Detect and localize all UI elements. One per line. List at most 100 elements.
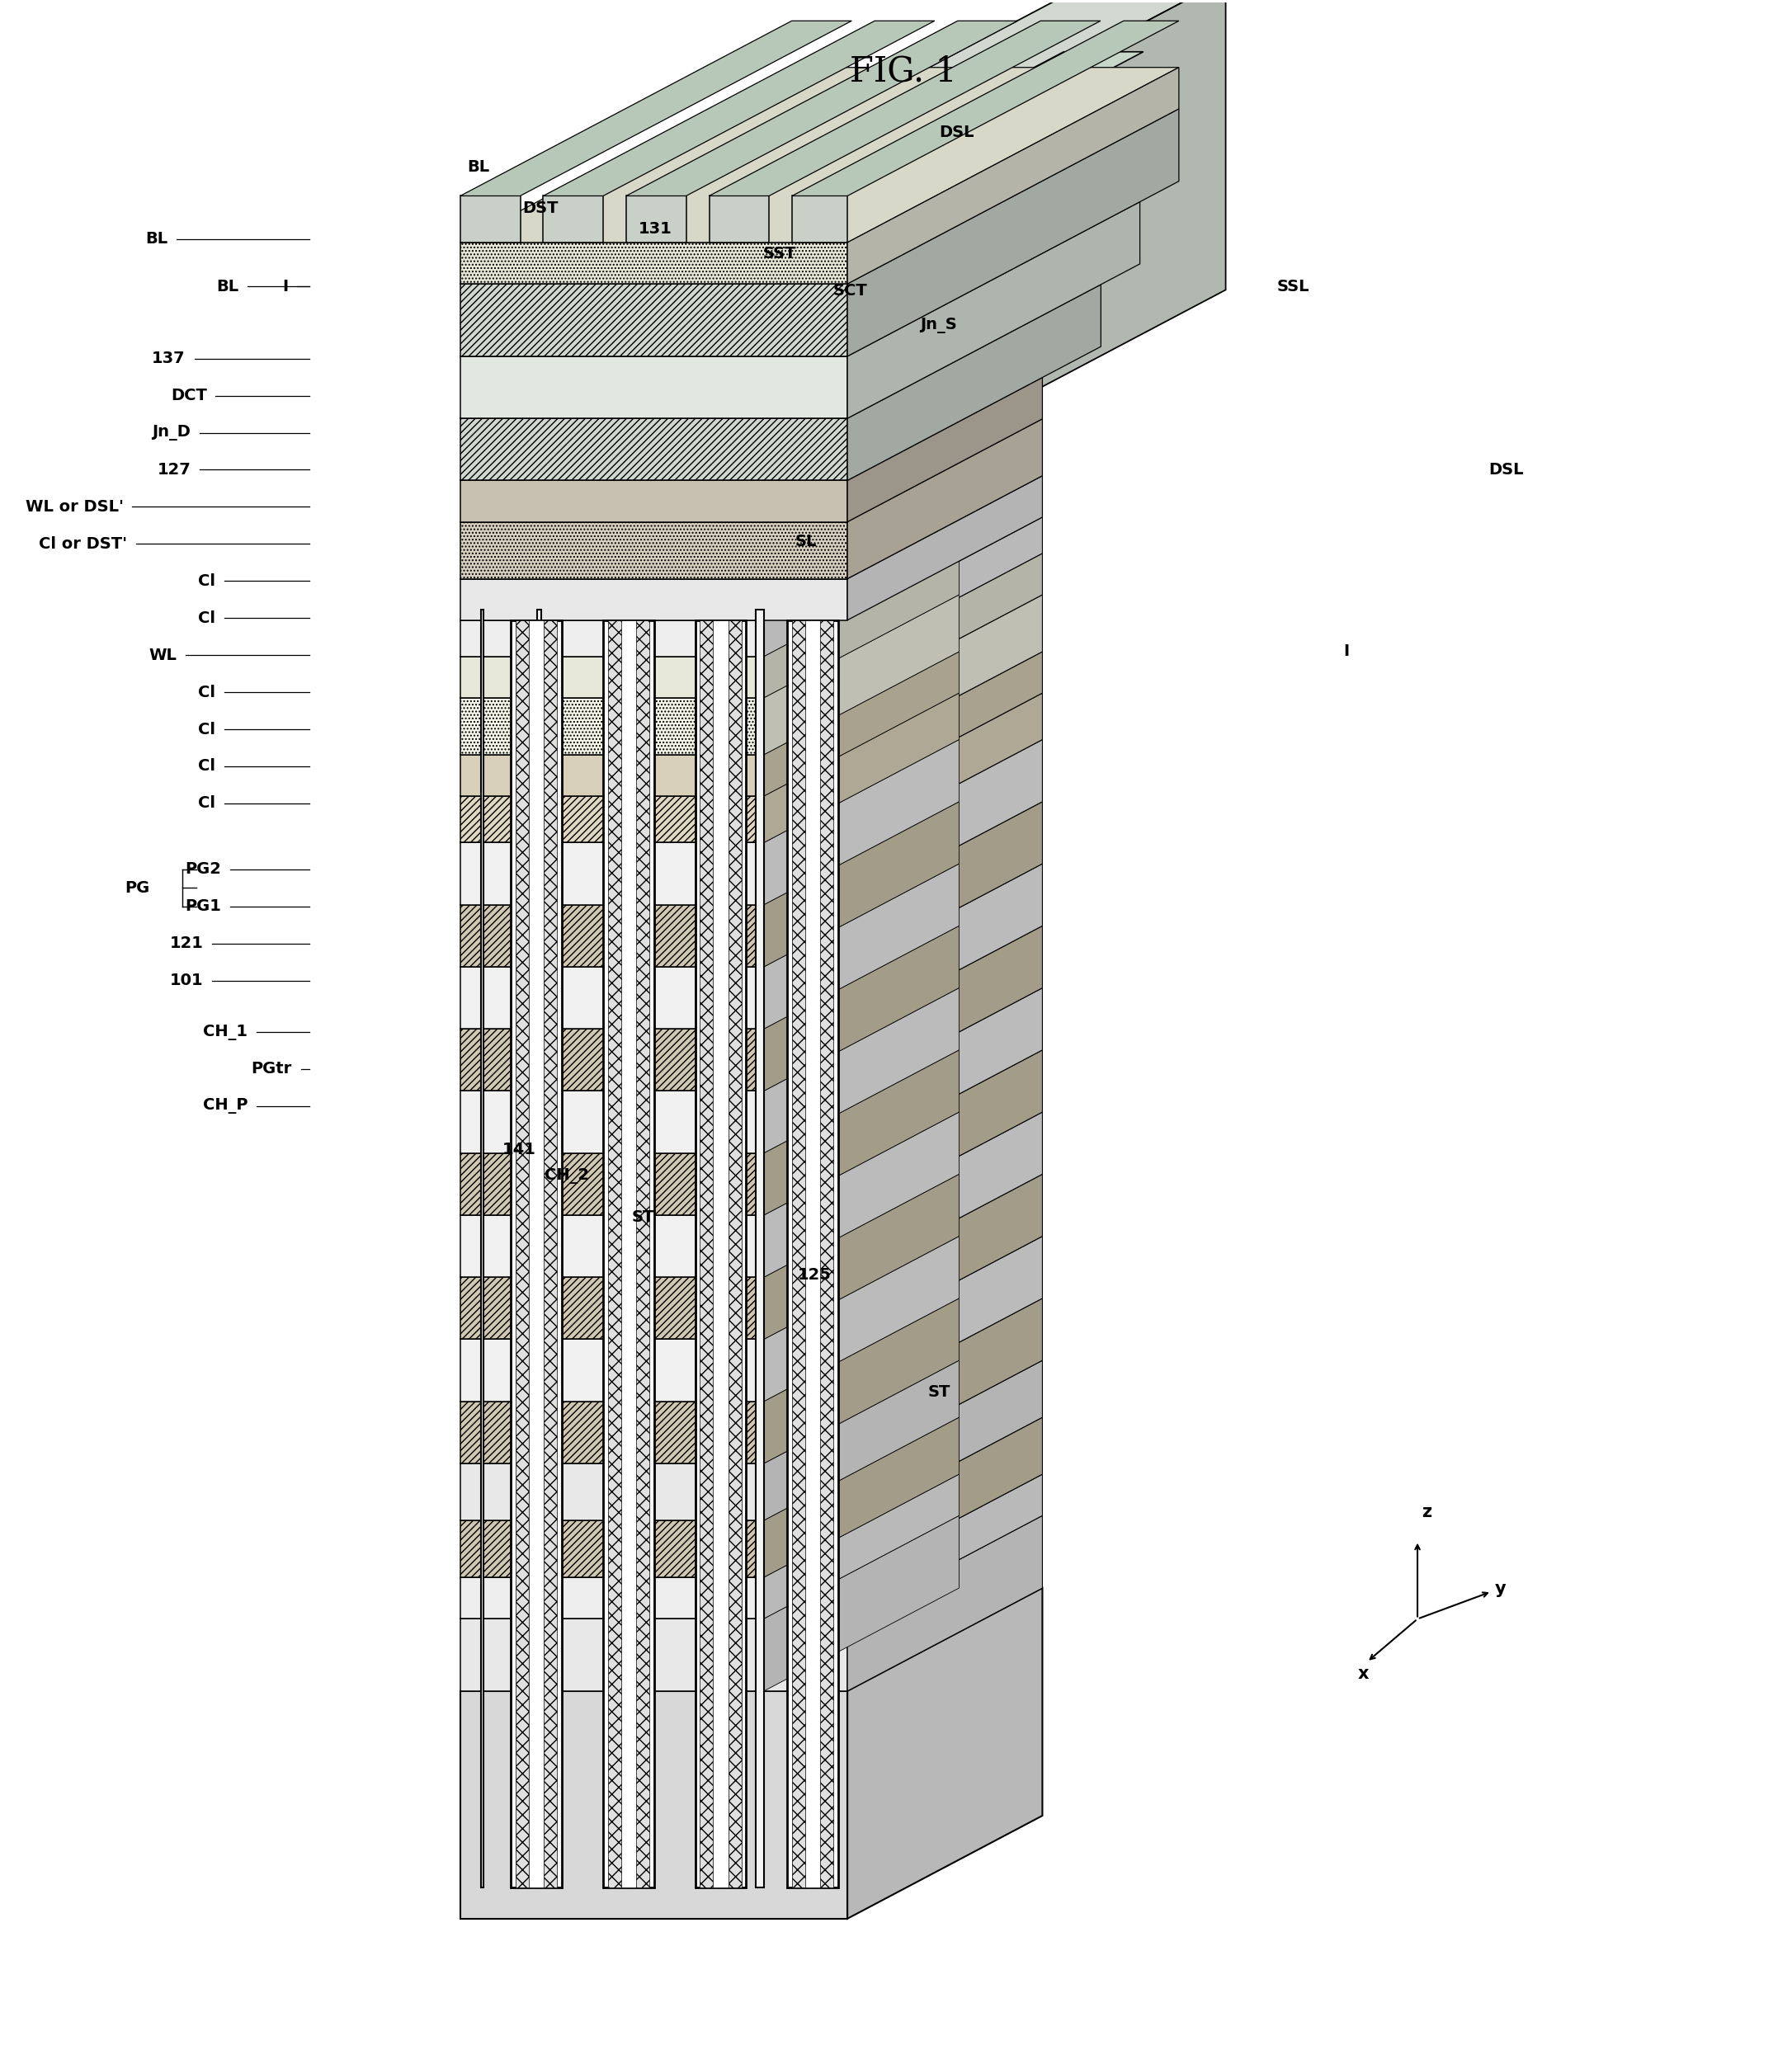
Polygon shape: [787, 619, 839, 1889]
Polygon shape: [763, 652, 959, 797]
Polygon shape: [461, 522, 848, 578]
Polygon shape: [763, 1515, 959, 1690]
Polygon shape: [461, 966, 848, 1028]
Polygon shape: [894, 0, 1226, 464]
Polygon shape: [763, 801, 959, 966]
Polygon shape: [848, 1474, 1043, 1618]
Polygon shape: [461, 1521, 848, 1577]
Text: Jn_S: Jn_S: [921, 318, 957, 334]
Polygon shape: [763, 1236, 959, 1401]
Polygon shape: [848, 1174, 1043, 1340]
Polygon shape: [461, 863, 1043, 966]
Text: 125: 125: [797, 1267, 831, 1284]
Polygon shape: [848, 652, 1043, 797]
Polygon shape: [763, 1051, 959, 1216]
Text: CH_P: CH_P: [202, 1098, 247, 1115]
Polygon shape: [461, 196, 520, 241]
Polygon shape: [848, 989, 1043, 1154]
Polygon shape: [461, 357, 848, 419]
Polygon shape: [461, 419, 1043, 522]
Polygon shape: [461, 904, 848, 966]
Polygon shape: [461, 1028, 848, 1092]
Polygon shape: [461, 1340, 848, 1401]
Polygon shape: [848, 1418, 1043, 1577]
Polygon shape: [461, 202, 1140, 357]
Polygon shape: [763, 927, 959, 1092]
Polygon shape: [848, 553, 1043, 698]
Polygon shape: [461, 698, 848, 755]
Polygon shape: [461, 1587, 1043, 1690]
Polygon shape: [763, 694, 959, 842]
Polygon shape: [763, 1298, 959, 1463]
Polygon shape: [695, 619, 745, 1889]
Polygon shape: [848, 1112, 1043, 1278]
Text: 137: 137: [152, 351, 186, 367]
Polygon shape: [771, 155, 894, 464]
Polygon shape: [516, 619, 557, 1889]
Polygon shape: [625, 21, 1018, 196]
Polygon shape: [625, 196, 686, 241]
Polygon shape: [461, 1154, 848, 1216]
Polygon shape: [763, 1418, 959, 1577]
Polygon shape: [461, 1474, 1043, 1577]
Polygon shape: [848, 419, 1043, 578]
Polygon shape: [461, 927, 1043, 1028]
Text: I: I: [283, 279, 289, 295]
Polygon shape: [848, 477, 1043, 619]
Polygon shape: [461, 285, 848, 357]
Text: I: I: [1344, 644, 1349, 658]
Polygon shape: [461, 1577, 848, 1618]
Polygon shape: [848, 109, 1179, 357]
Polygon shape: [461, 1463, 848, 1521]
Polygon shape: [461, 553, 1043, 656]
Polygon shape: [461, 1278, 848, 1340]
Polygon shape: [848, 1360, 1043, 1521]
Text: Jn_D: Jn_D: [152, 425, 192, 440]
Text: Cl: Cl: [199, 685, 215, 700]
Polygon shape: [710, 196, 769, 241]
Polygon shape: [461, 739, 1043, 842]
Text: ST: ST: [631, 1210, 654, 1226]
Polygon shape: [461, 1401, 848, 1463]
Polygon shape: [763, 863, 959, 1028]
Polygon shape: [848, 285, 1100, 481]
Polygon shape: [461, 652, 1043, 755]
Polygon shape: [763, 553, 959, 698]
Polygon shape: [461, 1092, 848, 1154]
Text: Cl: Cl: [199, 722, 215, 737]
Text: DSL: DSL: [1489, 462, 1523, 477]
Text: DST: DST: [521, 200, 557, 217]
Text: BL: BL: [468, 159, 489, 175]
Polygon shape: [461, 842, 848, 904]
Text: 127: 127: [158, 462, 192, 477]
Polygon shape: [848, 1587, 1043, 1920]
Polygon shape: [461, 989, 1043, 1092]
Polygon shape: [701, 619, 742, 1889]
Polygon shape: [461, 594, 1043, 698]
Polygon shape: [461, 481, 848, 522]
Polygon shape: [848, 518, 1043, 656]
Polygon shape: [461, 285, 1100, 419]
Text: Cl: Cl: [199, 757, 215, 774]
Text: 131: 131: [638, 221, 672, 237]
Polygon shape: [763, 1474, 959, 1618]
Polygon shape: [763, 1360, 959, 1521]
Polygon shape: [461, 1174, 1043, 1278]
Polygon shape: [461, 109, 1179, 285]
Text: PG: PG: [125, 879, 151, 896]
Polygon shape: [461, 1216, 848, 1278]
Text: Cl: Cl: [199, 611, 215, 625]
Polygon shape: [461, 1298, 1043, 1401]
Polygon shape: [461, 797, 848, 842]
Text: ST: ST: [928, 1385, 950, 1399]
Polygon shape: [461, 1515, 1043, 1618]
Polygon shape: [763, 1174, 959, 1340]
Text: FIG. 1: FIG. 1: [849, 54, 957, 89]
Polygon shape: [848, 863, 1043, 1028]
Polygon shape: [461, 1360, 1043, 1463]
Polygon shape: [763, 594, 959, 755]
Polygon shape: [792, 619, 833, 1889]
Text: SSL: SSL: [1278, 279, 1310, 295]
Text: PG2: PG2: [185, 861, 220, 877]
Text: BL: BL: [217, 279, 238, 295]
